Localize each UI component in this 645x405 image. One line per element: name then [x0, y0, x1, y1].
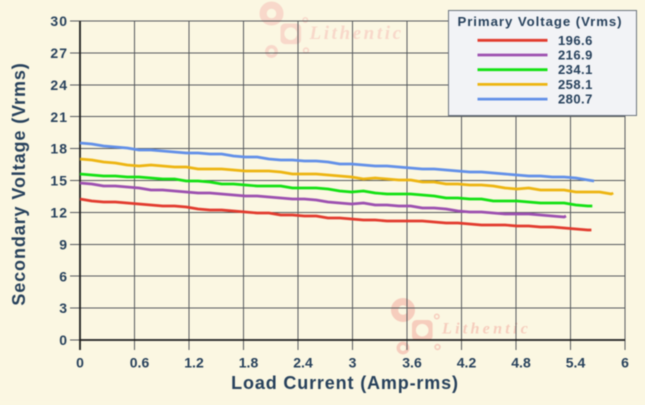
- svg-text:234.1: 234.1: [558, 62, 593, 77]
- svg-text:3.6: 3.6: [402, 355, 422, 371]
- svg-text:30: 30: [50, 13, 68, 29]
- svg-text:258.1: 258.1: [558, 77, 593, 92]
- svg-text:196.6: 196.6: [558, 33, 593, 48]
- svg-text:24: 24: [50, 77, 68, 93]
- svg-text:9: 9: [59, 236, 68, 252]
- svg-text:Load Current (Amp-rms): Load Current (Amp-rms): [231, 373, 459, 393]
- svg-text:12: 12: [50, 205, 68, 221]
- svg-text:Lithentic: Lithentic: [441, 320, 531, 338]
- svg-text:5.4: 5.4: [566, 355, 586, 371]
- svg-text:Lithentic: Lithentic: [309, 23, 404, 44]
- svg-text:1.2: 1.2: [184, 355, 204, 371]
- svg-text:280.7: 280.7: [558, 92, 593, 107]
- svg-text:27: 27: [50, 45, 68, 61]
- svg-text:3: 3: [59, 300, 68, 316]
- svg-text:216.9: 216.9: [558, 48, 593, 63]
- svg-text:1.8: 1.8: [239, 355, 259, 371]
- svg-text:3: 3: [349, 355, 357, 371]
- svg-text:21: 21: [50, 109, 68, 125]
- svg-text:18: 18: [50, 141, 68, 157]
- svg-text:2.4: 2.4: [293, 355, 313, 371]
- svg-text:0.6: 0.6: [130, 355, 150, 371]
- svg-text:6: 6: [621, 355, 629, 371]
- svg-text:6: 6: [59, 268, 68, 284]
- svg-text:4.2: 4.2: [457, 355, 477, 371]
- svg-text:15: 15: [50, 173, 68, 189]
- svg-text:Secondary Voltage (Vrms): Secondary Voltage (Vrms): [9, 62, 29, 305]
- svg-text:0: 0: [76, 355, 84, 371]
- svg-text:4.8: 4.8: [511, 355, 531, 371]
- svg-text:Primary Voltage (Vrms): Primary Voltage (Vrms): [457, 14, 622, 29]
- svg-text:0: 0: [59, 332, 68, 348]
